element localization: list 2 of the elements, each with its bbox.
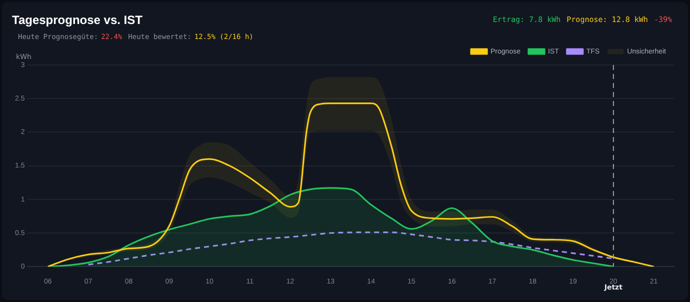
chart-title: Tagesprognose vs. IST [12,13,142,27]
line-series [88,232,614,266]
